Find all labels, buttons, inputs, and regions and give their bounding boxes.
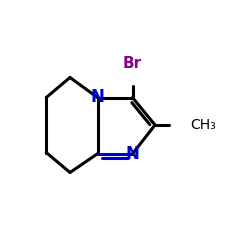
- Text: N: N: [126, 145, 140, 163]
- Text: CH₃: CH₃: [190, 118, 216, 132]
- Text: N: N: [90, 88, 104, 106]
- Text: Br: Br: [123, 56, 142, 71]
